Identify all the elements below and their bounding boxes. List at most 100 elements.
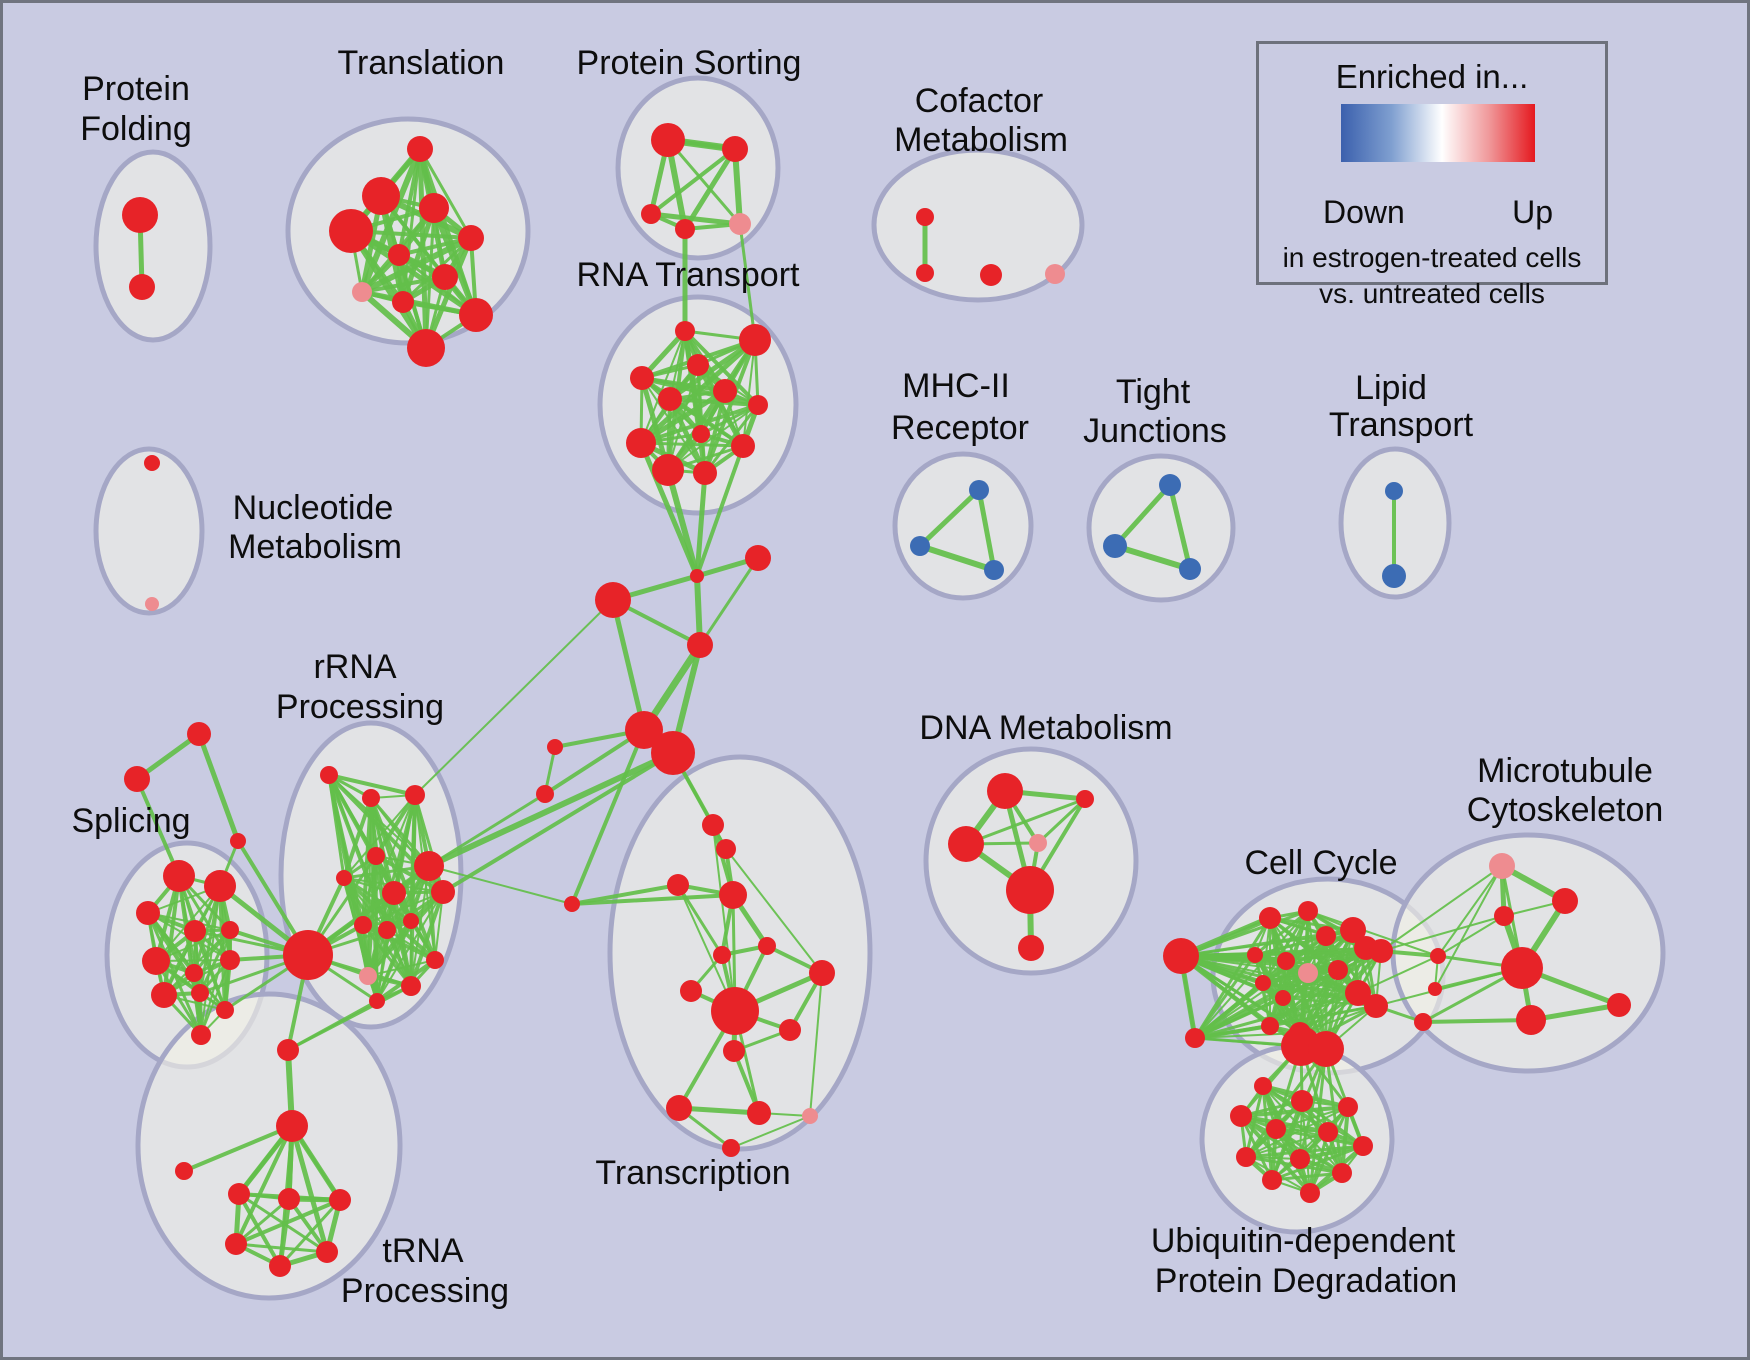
network-edge xyxy=(610,597,647,733)
splicing-node-5 xyxy=(142,947,170,975)
protein_sorting-node-1 xyxy=(722,136,748,162)
microtubule-node-2 xyxy=(1494,906,1514,926)
network-edge xyxy=(698,556,760,647)
network-edge xyxy=(668,397,760,407)
network-edge xyxy=(964,797,1087,846)
transcription-node-10 xyxy=(723,1040,745,1062)
translation-node-10 xyxy=(407,329,445,367)
ubiquitin-node-7 xyxy=(1236,1147,1256,1167)
network-edge xyxy=(682,146,738,232)
microtubule-node-0 xyxy=(1489,853,1515,879)
microtubule-node-7 xyxy=(1428,982,1442,996)
transcription-node-8 xyxy=(711,987,759,1035)
legend-box: Enriched in... Down Up in estrogen-treat… xyxy=(1256,41,1608,309)
trna-node-5 xyxy=(316,1241,338,1263)
cell_cycle-node-16 xyxy=(1261,1017,1279,1035)
network-edge xyxy=(665,467,700,579)
dna_met-node-4 xyxy=(1006,866,1054,914)
network-edge xyxy=(666,138,742,226)
network-edge xyxy=(1253,909,1310,957)
network-edge xyxy=(418,147,473,240)
translation-node-9 xyxy=(459,298,493,332)
network-edge xyxy=(369,796,437,962)
network-edge xyxy=(1421,1018,1533,1024)
network-edge xyxy=(147,912,231,931)
cell_cycle-node-0 xyxy=(1163,938,1199,974)
rrna-node-8 xyxy=(378,921,396,939)
transcription-node-1 xyxy=(716,839,736,859)
transcription-node-0 xyxy=(702,814,724,836)
legend-down-label: Down xyxy=(1323,194,1405,230)
mhc-bubble xyxy=(892,451,1034,601)
trna-node-3 xyxy=(329,1189,351,1211)
network-edge xyxy=(639,441,745,448)
rrna-node-1 xyxy=(362,789,380,807)
bridge-node-8 xyxy=(564,896,580,912)
nodes-layer xyxy=(122,123,1631,1277)
rrna-node-6 xyxy=(414,851,444,881)
tight-label-line-0: Tight xyxy=(1116,373,1191,411)
splicing-node-8 xyxy=(151,982,177,1008)
rna_transport-node-8 xyxy=(626,428,656,458)
network-edge xyxy=(917,543,997,573)
ubiquitin-node-1 xyxy=(1291,1090,1313,1112)
bridge-node-10 xyxy=(124,766,150,792)
network-edge xyxy=(1375,967,1523,1007)
network-edge xyxy=(1380,915,1505,952)
network-edge xyxy=(237,1192,282,1268)
splicing-node-7 xyxy=(220,950,240,970)
protein_folding-node-0 xyxy=(122,197,158,233)
network-edge xyxy=(1380,865,1503,952)
legend-axis-labels: Down Up xyxy=(1323,194,1553,231)
transcription-node-3 xyxy=(719,881,747,909)
ubiquitin-node-11 xyxy=(1300,1183,1320,1203)
network-edge xyxy=(1253,928,1355,957)
splicing-node-4 xyxy=(221,921,239,939)
network-edge xyxy=(570,883,680,906)
network-edge xyxy=(809,972,823,1117)
rrna-node-0 xyxy=(320,766,338,784)
protein_sorting-node-3 xyxy=(675,219,695,239)
translation-node-1 xyxy=(362,177,400,215)
cofactor-node-1 xyxy=(916,264,934,282)
network-edge xyxy=(362,891,444,926)
bridge-node-2 xyxy=(595,582,631,618)
network-edge xyxy=(277,1196,292,1269)
protein_folding-label-line-1: Folding xyxy=(80,110,192,148)
network-edge xyxy=(428,865,573,905)
network-edge xyxy=(725,848,823,974)
translation-node-6 xyxy=(432,264,458,290)
rrna-node-9 xyxy=(403,913,419,929)
splicing-node-6 xyxy=(185,964,203,982)
network-edge xyxy=(286,984,413,1052)
bridge-node-9 xyxy=(187,722,211,746)
network-edge xyxy=(639,403,760,445)
rna_transport-node-4 xyxy=(658,387,682,411)
translation-node-3 xyxy=(329,209,373,253)
network-edge xyxy=(1269,992,1359,1027)
network-edge xyxy=(1179,954,1285,1000)
lipid-node-1 xyxy=(1382,564,1406,588)
network-edge xyxy=(234,1198,342,1246)
bridge-node-1 xyxy=(745,545,771,571)
ubiquitin-node-0 xyxy=(1254,1077,1272,1095)
rrna-node-14 xyxy=(431,880,455,904)
cell_cycle-node-14 xyxy=(1345,980,1371,1006)
rrna-node-11 xyxy=(359,967,377,985)
network-edge xyxy=(639,375,761,408)
network-edge xyxy=(376,929,388,1002)
protein_sorting-node-0 xyxy=(651,123,685,157)
network-edge xyxy=(427,864,437,962)
network-edge xyxy=(234,1124,294,1246)
mhc-node-1 xyxy=(910,536,930,556)
mhc-label-line-0: MHC-II xyxy=(902,367,1010,405)
network-edge xyxy=(1324,1047,1344,1175)
bridge-node-12 xyxy=(283,930,333,980)
transcription-node-6 xyxy=(809,960,835,986)
network-edge xyxy=(1434,865,1503,990)
network-edge xyxy=(385,928,413,988)
network-edge xyxy=(738,222,757,342)
network-edge xyxy=(1307,910,1439,957)
cell_cycle-node-9 xyxy=(1277,952,1295,970)
network-edge xyxy=(703,403,760,475)
